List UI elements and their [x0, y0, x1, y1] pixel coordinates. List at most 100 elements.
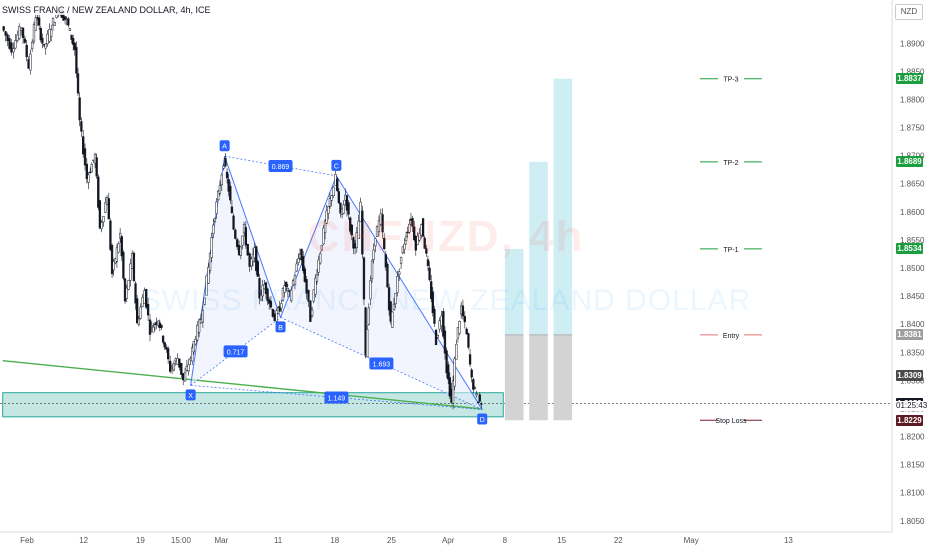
- candle-body: [2, 26, 5, 31]
- candle-body: [14, 40, 17, 49]
- candle-body: [290, 289, 293, 301]
- level-label: TP-3: [723, 77, 738, 84]
- candle-body: [125, 287, 128, 299]
- candle-body: [332, 186, 335, 196]
- candle-body: [315, 273, 319, 282]
- candle-body: [256, 261, 260, 277]
- candle-body: [161, 335, 165, 343]
- watermark-name: SWISS FRANC / NEW ZEALAND DOLLAR: [140, 284, 752, 317]
- candle-body: [187, 364, 190, 372]
- candle-body: [178, 358, 181, 368]
- pattern-point-bg: [219, 140, 230, 152]
- x-tick-label: 11: [274, 536, 283, 545]
- ratio-label: 0.869: [272, 164, 290, 171]
- candle-body: [120, 236, 123, 257]
- risk-zone: [504, 334, 524, 421]
- candle-body: [381, 214, 384, 233]
- candle-body: [366, 329, 369, 358]
- candle-body: [134, 283, 137, 304]
- candle-body: [82, 136, 85, 155]
- ratio-label-bg: [268, 160, 293, 173]
- candle-body: [310, 309, 314, 317]
- candle-body: [218, 185, 222, 194]
- candle-body: [165, 347, 168, 350]
- candle-body: [51, 18, 55, 26]
- support-zone: [2, 392, 504, 418]
- y-tick-label: 1.8400: [900, 320, 925, 329]
- candle-body: [41, 37, 44, 44]
- candle-body: [372, 249, 375, 260]
- candle-body: [431, 291, 434, 313]
- pattern-point-label: C: [334, 163, 339, 170]
- candle-body: [107, 198, 110, 220]
- candle-body: [377, 220, 381, 233]
- candle-body: [443, 330, 447, 354]
- candle-body: [212, 224, 215, 235]
- candle-body: [336, 178, 339, 192]
- candle-body: [406, 231, 409, 234]
- candle-body: [394, 293, 397, 304]
- candle-body: [293, 275, 297, 285]
- candle-body: [224, 157, 227, 167]
- candle-body: [352, 237, 355, 249]
- candle-body: [258, 278, 261, 299]
- candle-body: [75, 47, 78, 74]
- candle-body: [266, 288, 269, 302]
- candle-body: [50, 29, 53, 37]
- candle-body: [244, 227, 247, 246]
- candle-body: [251, 254, 255, 262]
- target-zone: [504, 248, 524, 335]
- x-tick-label: 15:00: [171, 536, 192, 545]
- candle-body: [361, 210, 364, 255]
- risk-zone: [529, 334, 548, 421]
- candle-body: [250, 258, 253, 267]
- candle-body: [210, 237, 213, 258]
- candle-body: [278, 306, 281, 312]
- candle-body: [347, 202, 350, 215]
- candle-body: [472, 379, 475, 390]
- bar-countdown: 01:25:43: [896, 401, 932, 411]
- candle-body: [145, 289, 148, 308]
- candle-body: [236, 239, 239, 248]
- y-tick-label: 1.8300: [900, 376, 925, 385]
- candle-body: [438, 320, 441, 330]
- candle-body: [455, 343, 458, 360]
- price-tag: 1.8689: [896, 156, 923, 168]
- candle-body: [367, 307, 370, 325]
- candle-body: [166, 348, 170, 360]
- candle-body: [229, 185, 232, 201]
- candle-body: [374, 238, 377, 247]
- candle-body: [70, 34, 73, 40]
- currency-selector[interactable]: NZD: [895, 4, 923, 20]
- candle-body: [458, 320, 461, 334]
- candle-body: [95, 157, 98, 177]
- target-zone: [553, 78, 573, 335]
- candle-body: [8, 38, 11, 49]
- pattern-point-bg: [185, 389, 196, 401]
- candle-body: [63, 16, 67, 20]
- candle-body: [320, 244, 323, 251]
- pattern-leg-ab: [224, 156, 282, 318]
- level-label: Entry: [723, 333, 740, 340]
- candle-body: [403, 243, 406, 250]
- candle-body: [183, 372, 187, 382]
- candle-body: [307, 289, 310, 302]
- x-tick-label: 25: [387, 536, 396, 545]
- candle-body: [110, 244, 114, 274]
- candle-body: [330, 195, 333, 201]
- candle-body: [76, 73, 80, 94]
- price-tag: 1.8309: [896, 369, 923, 381]
- watermark-symbol: CHFNZD, 4h: [307, 212, 585, 261]
- candle-body: [170, 366, 174, 369]
- pattern-point-label: D: [480, 417, 485, 424]
- candle-body: [117, 243, 120, 253]
- candle-body: [453, 358, 456, 387]
- candle-body: [328, 198, 332, 207]
- candle-body: [122, 252, 125, 279]
- level-label: TP-1: [723, 247, 738, 254]
- candle-body: [104, 202, 107, 213]
- candle-body: [396, 276, 399, 293]
- candle-body: [357, 220, 360, 239]
- candle-body: [207, 267, 210, 284]
